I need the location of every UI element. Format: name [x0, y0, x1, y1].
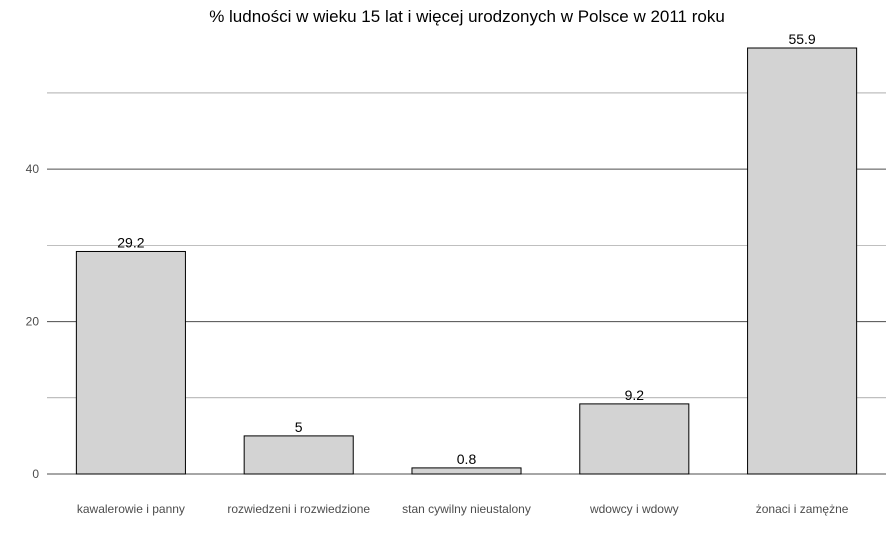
x-tick-label: kawalerowie i panny — [77, 502, 185, 516]
gridlines — [47, 92, 886, 475]
data-label: 5 — [295, 419, 303, 435]
data-label: 55.9 — [788, 31, 815, 47]
data-label: 29.2 — [117, 234, 144, 250]
y-tick-label: 0 — [32, 467, 39, 481]
y-tick-label: 20 — [26, 315, 40, 329]
y-axis: 0 20 40 — [26, 162, 40, 481]
x-tick-label: rozwiedzeni i rozwiedzione — [227, 502, 370, 516]
bars: 29.2 5 0.8 9.2 55.9 — [75, 31, 858, 475]
data-label: 0.8 — [457, 451, 477, 467]
x-tick-label: żonaci i zamężne — [756, 502, 849, 516]
x-axis: kawalerowie i panny rozwiedzeni i rozwied… — [77, 502, 849, 516]
x-tick-label: wdowcy i wdowy — [589, 502, 679, 516]
x-tick-label: stan cywilny nieustalony — [402, 502, 531, 516]
bar-3 — [579, 403, 690, 475]
bar-4 — [747, 47, 858, 475]
bar-2 — [411, 467, 522, 475]
data-label: 9.2 — [625, 387, 645, 403]
y-tick-label: 40 — [26, 162, 40, 176]
bar-1 — [243, 435, 354, 475]
bar-0 — [75, 250, 186, 475]
chart-title: % ludności w wieku 15 lat i więcej urodz… — [209, 7, 725, 26]
